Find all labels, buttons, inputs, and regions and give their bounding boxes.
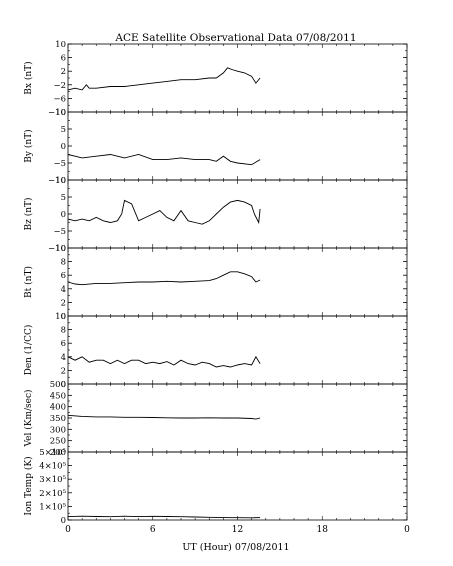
y-tick-label: 2×10⁵ [39, 489, 66, 499]
y-tick-label: 4 [61, 353, 66, 363]
y-tick-label: 0 [61, 312, 66, 322]
y-tick-label: 8 [61, 258, 66, 268]
y-tick-label: 10 [55, 40, 66, 50]
y-tick-label: 10 [55, 312, 66, 322]
y-tick-label: 4×10⁵ [39, 462, 66, 472]
y-tick-label: 250 [50, 437, 66, 447]
y-tick-label: 0 [61, 142, 66, 152]
series-line [67, 67, 261, 91]
y-tick-label: 2 [61, 366, 66, 376]
y-tick-label: −6 [53, 94, 66, 104]
series-line [67, 154, 261, 166]
panel-frame [67, 179, 408, 249]
panel-2: 10 5 0 −5 −10 By (nT) [23, 108, 408, 186]
y-tick-label: −2 [53, 81, 66, 91]
x-tick-label: 6 [150, 525, 156, 535]
y-tick-label: 10 [55, 244, 66, 254]
panel-frame [67, 111, 408, 181]
panel-4: 10 8 6 4 2 0 Bt (nT) [23, 244, 408, 322]
series-line [67, 355, 261, 368]
y-tick-label: 6 [61, 271, 66, 281]
panel-1: 10 6 2 −2 −6 −10 Bx (nT) [23, 40, 408, 118]
panel-frame [67, 43, 408, 113]
panels: 10 6 2 −2 −6 −10 Bx (nT) 10 5 0 −5 −10 By (nT) 10 5 0 −5… [23, 40, 410, 535]
y-tick-label: 0 [61, 516, 66, 526]
x-tick-label: 0 [65, 525, 71, 535]
y-tick-label: −10 [48, 244, 66, 254]
y-tick-label: 5×10⁵ [39, 448, 66, 458]
y-tick-label: 3×10⁵ [39, 475, 66, 485]
y-tick-label: 8 [61, 326, 66, 336]
y-tick-label: 5 [61, 125, 66, 135]
y-tick-label: 0 [61, 210, 66, 220]
y-tick-label: 4 [61, 285, 66, 295]
y-tick-label: −10 [48, 176, 66, 186]
y-tick-label: 2 [61, 67, 66, 77]
y-tick-label: 0 [61, 380, 66, 390]
y-tick-label: −5 [53, 227, 66, 237]
x-tick-label: 12 [232, 525, 243, 535]
x-axis-label: UT (Hour) 07/08/2011 [182, 542, 289, 553]
series-line [67, 414, 261, 420]
panel-frame [67, 315, 408, 385]
y-tick-label: 300 [50, 425, 66, 435]
y-tick-label: 10 [55, 108, 66, 118]
series-line [67, 515, 261, 519]
y-tick-label: 2 [61, 298, 66, 308]
y-tick-label: 450 [50, 391, 66, 401]
panel-5: 10 8 6 4 2 0 Den (1/CC) [23, 312, 408, 390]
y-axis-label: Den (1/CC) [23, 325, 34, 376]
y-tick-label: −10 [48, 108, 66, 118]
x-tick-label: 0 [404, 525, 410, 535]
figure-title: ACE Satellite Observational Data 07/08/2… [114, 32, 356, 44]
y-tick-label: 400 [50, 403, 66, 413]
y-axis-label: Ion Temp (K) [23, 456, 34, 515]
y-axis-label: Bx (nT) [23, 61, 34, 94]
panel-7: 5×10⁵ 4×10⁵ 3×10⁵ 2×10⁵ 1×10⁵ 0 Ion Temp (K) 0 6… [23, 448, 410, 535]
series-line [67, 199, 261, 225]
y-tick-label: 1×10⁵ [39, 502, 66, 512]
series-line [67, 271, 261, 286]
y-tick-label: 350 [50, 414, 66, 424]
y-axis-label: Bt (nT) [23, 266, 34, 298]
y-tick-label: 6 [61, 54, 66, 64]
y-tick-label: 10 [55, 176, 66, 186]
y-tick-label: −5 [53, 159, 66, 169]
y-axis-label: By (nT) [23, 129, 34, 162]
y-tick-label: 5 [61, 193, 66, 203]
y-axis-label: Bz (nT) [23, 197, 34, 230]
panel-frame [67, 247, 408, 317]
y-tick-label: 500 [50, 380, 66, 390]
y-tick-label: 6 [61, 339, 66, 349]
x-tick-label: 18 [317, 525, 329, 535]
y-axis-label: Vel (Km/sec) [23, 389, 34, 447]
y-tick-label: 200 [50, 448, 66, 458]
panel-frame [67, 451, 408, 521]
panel-3: 10 5 0 −5 −10 Bz (nT) [23, 176, 408, 254]
